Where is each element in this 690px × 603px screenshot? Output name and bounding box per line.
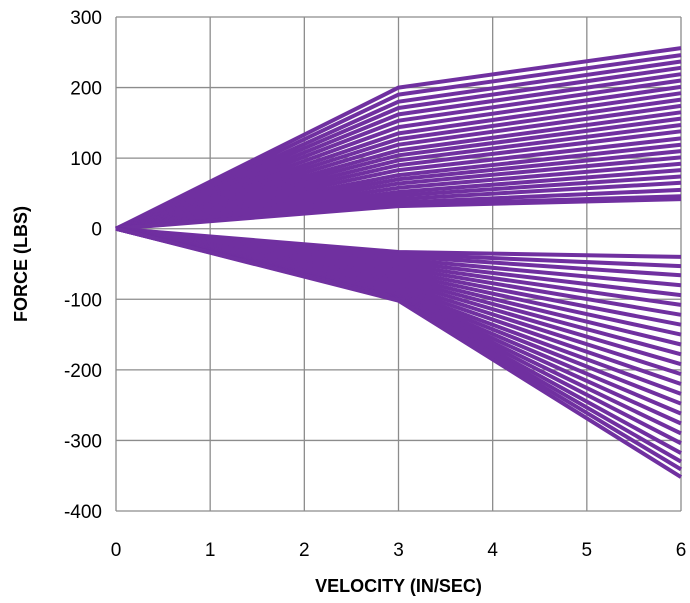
- series-line: [115, 53, 682, 231]
- x-tick-label: 1: [205, 540, 216, 561]
- series-line: [115, 197, 682, 231]
- y-axis-ticks: 300 200 100 0 -100 -200 -300 -400: [64, 8, 102, 523]
- x-tick-label: 5: [582, 540, 593, 561]
- x-tick-label: 0: [111, 540, 122, 561]
- x-tick-label: 2: [299, 540, 310, 561]
- y-tick-label: 300: [70, 8, 102, 29]
- x-tick-label: 6: [676, 540, 687, 561]
- y-axis-title: FORCE (LBS): [11, 206, 31, 322]
- y-tick-label: -100: [64, 290, 102, 311]
- x-axis-ticks: 0 1 2 3 4 5 6: [111, 540, 687, 561]
- series-line: [115, 46, 682, 231]
- y-tick-label: 200: [70, 79, 102, 100]
- x-tick-label: 3: [393, 540, 404, 561]
- series-line: [115, 78, 682, 231]
- y-tick-label: -300: [64, 431, 102, 452]
- y-tick-label: 100: [70, 149, 102, 170]
- y-tick-label: -400: [64, 502, 102, 523]
- series-line: [115, 226, 683, 479]
- x-tick-label: 4: [487, 540, 498, 561]
- series-lines: [115, 46, 683, 479]
- x-axis-title: VELOCITY (IN/SEC): [315, 576, 482, 596]
- y-tick-label: 0: [91, 220, 102, 241]
- y-tick-label: -200: [64, 361, 102, 382]
